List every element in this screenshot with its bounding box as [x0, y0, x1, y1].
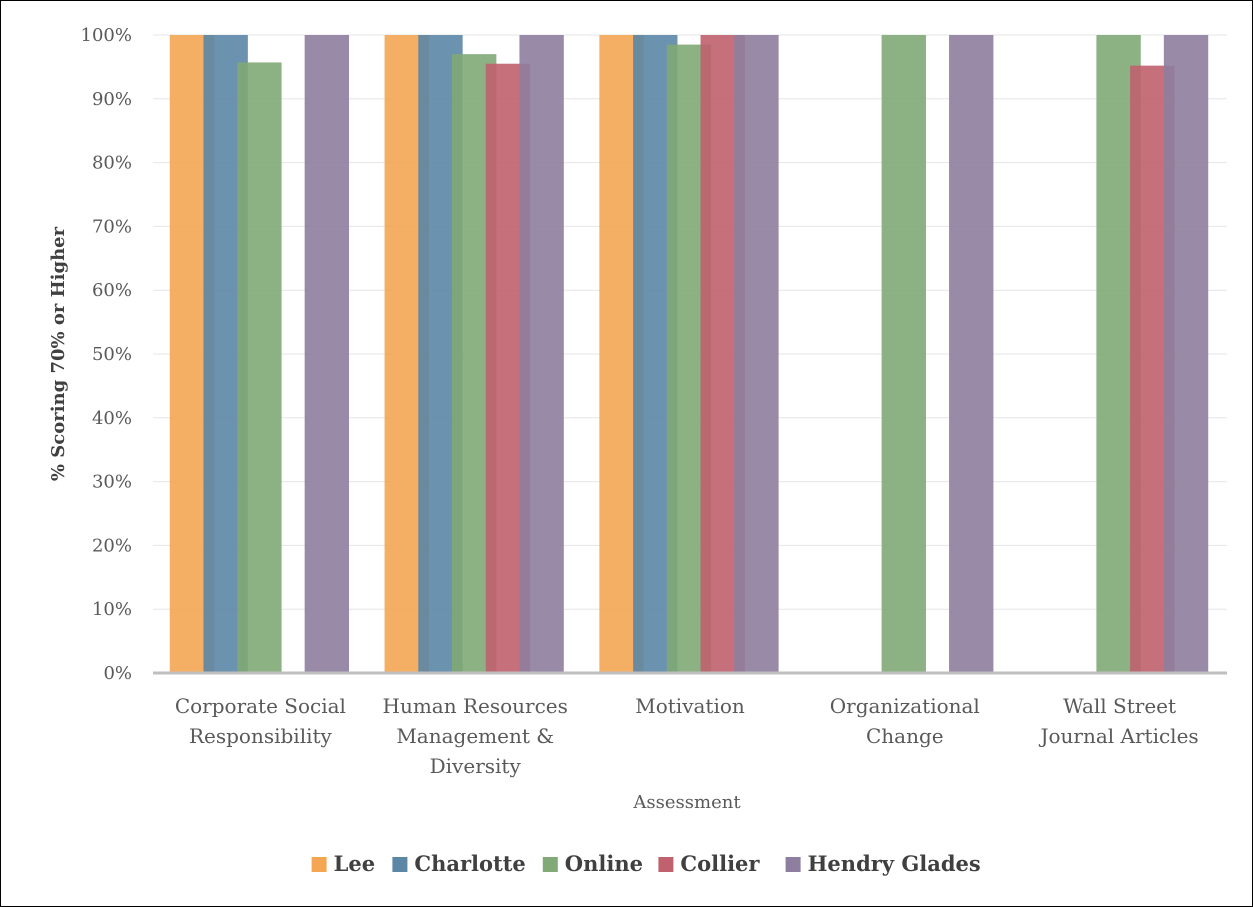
y-tick-label: 10%	[92, 599, 132, 620]
x-tick-label: Human Resources	[383, 694, 568, 718]
legend-swatch	[785, 857, 801, 872]
x-axis-title: Assessment	[632, 792, 741, 813]
bar-hendry-glades	[519, 35, 564, 673]
x-tick-label: Responsibility	[189, 724, 333, 748]
axes: 0% 10% 20% 30% 40% 50% 60% 70% 80% 90% 100% Corpora…	[81, 25, 1227, 778]
x-tick-label: Organizational	[830, 694, 980, 718]
legend-swatch	[658, 857, 674, 872]
bar-hendry-glades	[1163, 35, 1209, 673]
bar-hendry-glades	[734, 35, 779, 673]
legend: Lee Charlotte Online Collier Hendry Glades	[311, 851, 981, 876]
y-tick-label: 70%	[92, 216, 132, 237]
y-tick-label: 100%	[81, 25, 132, 46]
y-tick-label: 40%	[92, 408, 132, 429]
legend-label: Charlotte	[414, 851, 525, 876]
x-tick-label: Management &	[396, 724, 554, 748]
y-tick-label: 50%	[92, 344, 132, 365]
x-tick-label: Wall Street	[1063, 694, 1176, 718]
y-tick-label: 80%	[92, 153, 132, 174]
legend-label: Lee	[334, 851, 376, 876]
legend-swatch	[392, 857, 408, 872]
bar-online	[881, 35, 926, 673]
x-tick-label: Motivation	[635, 694, 745, 718]
y-tick-label: 90%	[92, 89, 132, 110]
bar-hendry-glades	[304, 35, 350, 673]
legend-swatch	[311, 857, 327, 872]
x-tick-label: Change	[866, 724, 944, 748]
y-axis-title: % Scoring 70% or Higher	[48, 226, 69, 481]
legend-swatch	[542, 857, 558, 872]
legend-label: Online	[565, 851, 643, 876]
legend-label: Collier	[680, 851, 760, 876]
y-tick-label: 0%	[103, 663, 132, 684]
x-tick-label: Journal Articles	[1038, 724, 1198, 748]
y-tick-label: 30%	[92, 472, 132, 493]
bars	[169, 35, 1209, 673]
bar-hendry-glades	[949, 35, 994, 673]
legend-label: Hendry Glades	[808, 851, 981, 876]
y-tick-label: 20%	[92, 535, 132, 556]
bar-online	[237, 62, 282, 673]
y-tick-label: 60%	[92, 280, 132, 301]
x-tick-label: Diversity	[430, 754, 522, 778]
x-tick-label: Corporate Social	[175, 694, 346, 718]
